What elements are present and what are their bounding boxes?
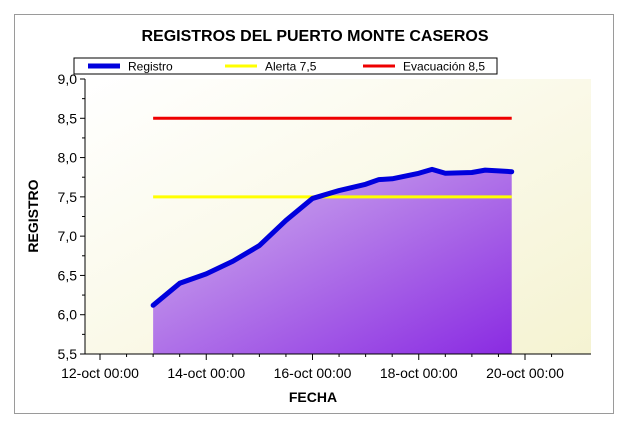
registro-area-fill bbox=[153, 169, 512, 354]
y-axis-label: REGISTRO bbox=[25, 179, 41, 252]
x-tick-label: 14-oct 00:00 bbox=[167, 365, 245, 381]
x-tick-label: 16-oct 00:00 bbox=[274, 365, 352, 381]
y-tick-label: 9,0 bbox=[58, 71, 78, 87]
chart-svg: REGISTROS DEL PUERTO MONTE CASEROS Regis… bbox=[25, 28, 591, 405]
chart-title: REGISTROS DEL PUERTO MONTE CASEROS bbox=[141, 28, 488, 45]
legend: Registro Alerta 7,5 Evacuación 8,5 bbox=[73, 57, 498, 75]
y-axis-ticks: 5,5 6,0 6,5 7,0 7,5 8,0 8,5 9,0 bbox=[58, 71, 85, 362]
y-tick-label: 6,5 bbox=[58, 267, 78, 283]
x-tick-label: 20-oct 00:00 bbox=[486, 365, 564, 381]
registro-point bbox=[483, 168, 487, 172]
registro-line bbox=[150, 166, 515, 308]
registro-point bbox=[204, 272, 208, 276]
y-tick-label: 5,5 bbox=[58, 346, 78, 362]
registro-point bbox=[430, 167, 434, 171]
x-axis-ticks: 12-oct 00:00 14-oct 00:00 16-oct 00:00 18-o… bbox=[61, 354, 564, 381]
registro-point bbox=[284, 218, 288, 222]
registro-point bbox=[443, 171, 447, 175]
registro-point bbox=[151, 303, 155, 307]
registro-point bbox=[377, 178, 381, 182]
y-tick-label: 6,0 bbox=[58, 307, 78, 323]
registro-point bbox=[510, 170, 514, 174]
legend-label-evacuacion: Evacuación 8,5 bbox=[403, 60, 485, 74]
y-tick-label: 8,5 bbox=[58, 110, 78, 126]
registro-point bbox=[257, 244, 261, 248]
legend-box bbox=[73, 57, 498, 75]
registro-point bbox=[231, 259, 235, 263]
y-tick-label: 7,0 bbox=[58, 228, 78, 244]
registro-point bbox=[470, 171, 474, 174]
registro-point bbox=[178, 281, 182, 285]
x-axis-label: FECHA bbox=[289, 389, 337, 405]
registro-point bbox=[417, 171, 421, 175]
registro-point bbox=[496, 169, 500, 173]
x-tick-label: 18-oct 00:00 bbox=[380, 365, 458, 381]
chart-frame: REGISTROS DEL PUERTO MONTE CASEROS Regis… bbox=[14, 14, 614, 414]
legend-label-registro: Registro bbox=[128, 60, 173, 74]
registro-point bbox=[390, 177, 394, 181]
registro-point bbox=[364, 182, 368, 186]
y-tick-label: 7,5 bbox=[58, 189, 78, 205]
legend-label-alerta: Alerta 7,5 bbox=[265, 60, 317, 74]
registro-point bbox=[337, 189, 341, 193]
x-tick-label: 12-oct 00:00 bbox=[61, 365, 139, 381]
y-tick-label: 8,0 bbox=[58, 150, 78, 166]
series-layer bbox=[150, 116, 515, 354]
registro-point bbox=[311, 196, 314, 200]
